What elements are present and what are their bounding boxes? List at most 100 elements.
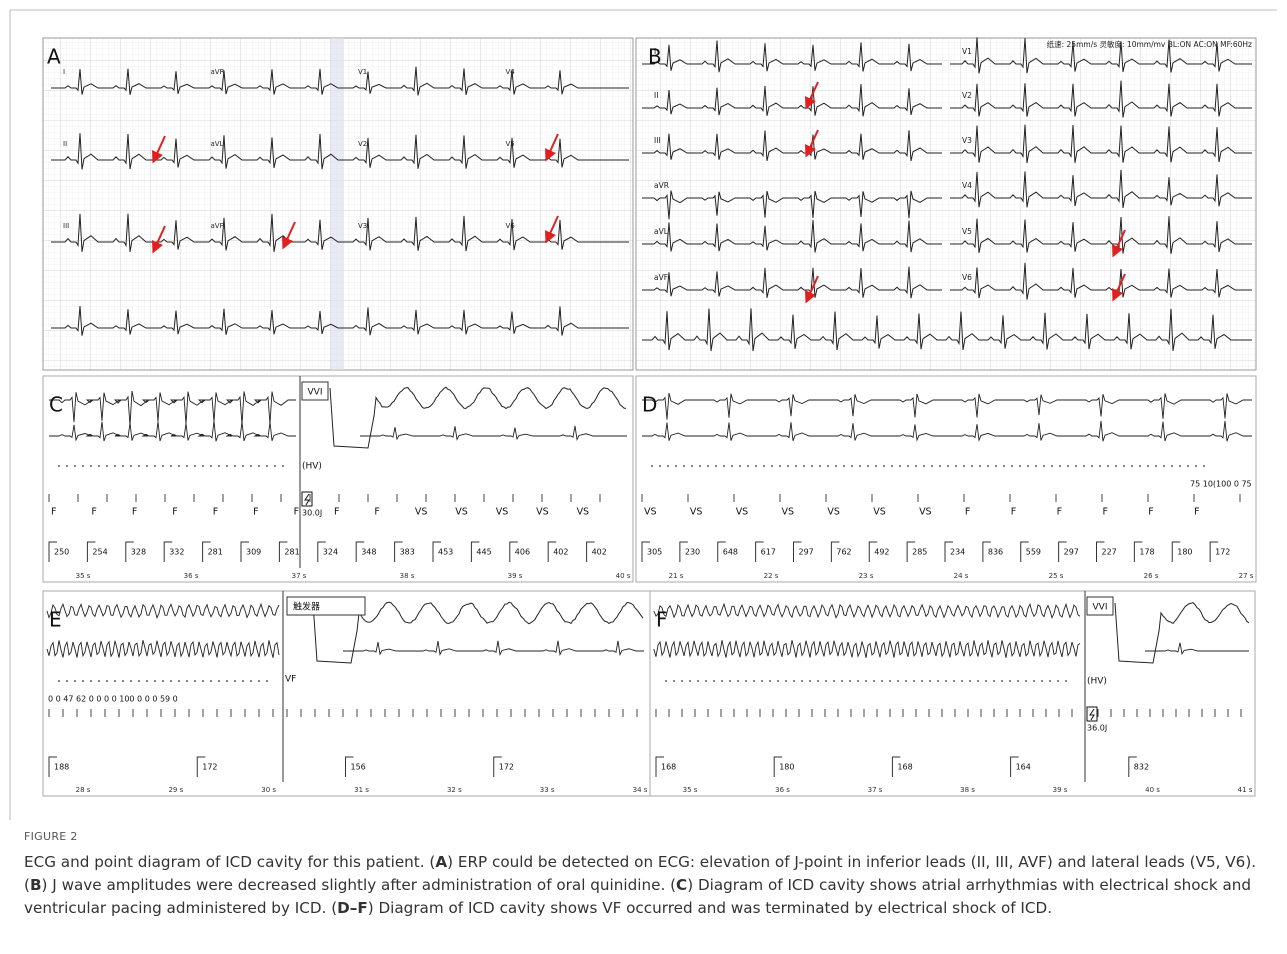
lead-label: V1 <box>962 47 972 56</box>
marker-label: F <box>213 507 218 518</box>
marker-dot <box>202 680 204 682</box>
marker-label: VS <box>919 507 932 518</box>
lead-label: aVR <box>211 68 225 76</box>
marker-dot <box>987 465 989 467</box>
marker-dot <box>985 680 987 682</box>
marker-dot <box>1009 680 1011 682</box>
marker-dot <box>795 465 797 467</box>
marker-dot <box>673 680 675 682</box>
time-label: 40 s <box>616 572 631 580</box>
interval-label: 402 <box>553 548 568 557</box>
marker-dot <box>130 465 132 467</box>
marker-dot <box>154 465 156 467</box>
lead-label: II <box>654 91 658 100</box>
marker-dot <box>817 680 819 682</box>
lead-label: V4 <box>506 68 516 76</box>
marker-dot <box>98 465 100 467</box>
time-label: 35 s <box>76 572 91 580</box>
marker-dot <box>803 465 805 467</box>
time-label: 36 s <box>775 786 790 794</box>
marker-dot <box>771 465 773 467</box>
lead-label: V3 <box>358 222 367 230</box>
marker-dot <box>162 465 164 467</box>
strip-bg <box>650 591 1255 796</box>
time-label: 22 s <box>764 572 779 580</box>
marker-dot <box>66 465 68 467</box>
marker-dot <box>809 680 811 682</box>
marker-label: F <box>253 507 258 518</box>
marker-dot <box>1065 680 1067 682</box>
caption-run: D–F <box>337 899 368 917</box>
marker-dot <box>907 465 909 467</box>
marker-dot <box>202 465 204 467</box>
marker-dot <box>737 680 739 682</box>
therapy-label: (HV) <box>302 462 322 472</box>
time-label: 25 s <box>1049 572 1064 580</box>
marker-label: F <box>374 507 379 518</box>
marker-dot <box>1131 465 1133 467</box>
marker-dot <box>282 465 284 467</box>
panel-label: D <box>642 393 657 417</box>
counts-label: 0 0 47 62 0 0 0 0 100 0 0 0 59 0 <box>48 695 178 704</box>
marker-dot <box>945 680 947 682</box>
marker-dot <box>138 465 140 467</box>
interval-label: 188 <box>54 763 69 772</box>
marker-label: VS <box>536 507 549 518</box>
marker-dot <box>1067 465 1069 467</box>
time-label: 26 s <box>1144 572 1159 580</box>
energy-label: 36.0J <box>1087 724 1107 733</box>
marker-dot <box>937 680 939 682</box>
marker-dot <box>705 680 707 682</box>
marker-dot <box>713 680 715 682</box>
marker-dot <box>1019 465 1021 467</box>
marker-dot <box>266 680 268 682</box>
marker-dot <box>266 465 268 467</box>
time-label: 32 s <box>447 786 462 794</box>
marker-dot <box>667 465 669 467</box>
lead-label: aVR <box>654 181 669 190</box>
time-label: 27 s <box>1239 572 1254 580</box>
time-label: 40 s <box>1145 786 1160 794</box>
marker-dot <box>897 680 899 682</box>
mode-label: VVI <box>1093 603 1108 613</box>
marker-dot <box>194 465 196 467</box>
marker-dot <box>993 680 995 682</box>
time-label: 30 s <box>261 786 276 794</box>
marker-dot <box>707 465 709 467</box>
marker-dot <box>106 680 108 682</box>
marker-dot <box>689 680 691 682</box>
marker-dot <box>843 465 845 467</box>
marker-dot <box>1195 465 1197 467</box>
interval-label: 328 <box>131 548 146 557</box>
marker-dot <box>82 465 84 467</box>
marker-dot <box>779 465 781 467</box>
marker-dot <box>218 680 220 682</box>
caption-run: ) Diagram of ICD cavity shows VF occurre… <box>368 899 1052 917</box>
caption-run: ECG and point diagram of ICD cavity for … <box>24 853 435 871</box>
energy-label: 30.0J <box>302 509 322 518</box>
lead-label: V1 <box>358 68 367 76</box>
interval-label: 172 <box>499 763 514 772</box>
marker-dot <box>955 465 957 467</box>
marker-dot <box>1059 465 1061 467</box>
interval-label: 227 <box>1102 548 1117 557</box>
interval-label: 309 <box>246 548 261 557</box>
marker-dot <box>747 465 749 467</box>
marker-dot <box>90 465 92 467</box>
interval-label: 332 <box>169 548 184 557</box>
marker-dot <box>913 680 915 682</box>
time-label: 29 s <box>168 786 183 794</box>
lead-label: V2 <box>358 140 367 148</box>
caption-run: ) J wave amplitudes were decreased sligh… <box>42 876 677 894</box>
marker-dot <box>881 680 883 682</box>
marker-dot <box>250 465 252 467</box>
lead-label: aVF <box>211 222 224 230</box>
marker-dot <box>1187 465 1189 467</box>
marker-dot <box>1001 680 1003 682</box>
marker-dot <box>761 680 763 682</box>
marker-dot <box>827 465 829 467</box>
marker-dot <box>58 680 60 682</box>
marker-dot <box>1075 465 1077 467</box>
interval-label: 172 <box>1215 548 1230 557</box>
marker-dot <box>258 680 260 682</box>
